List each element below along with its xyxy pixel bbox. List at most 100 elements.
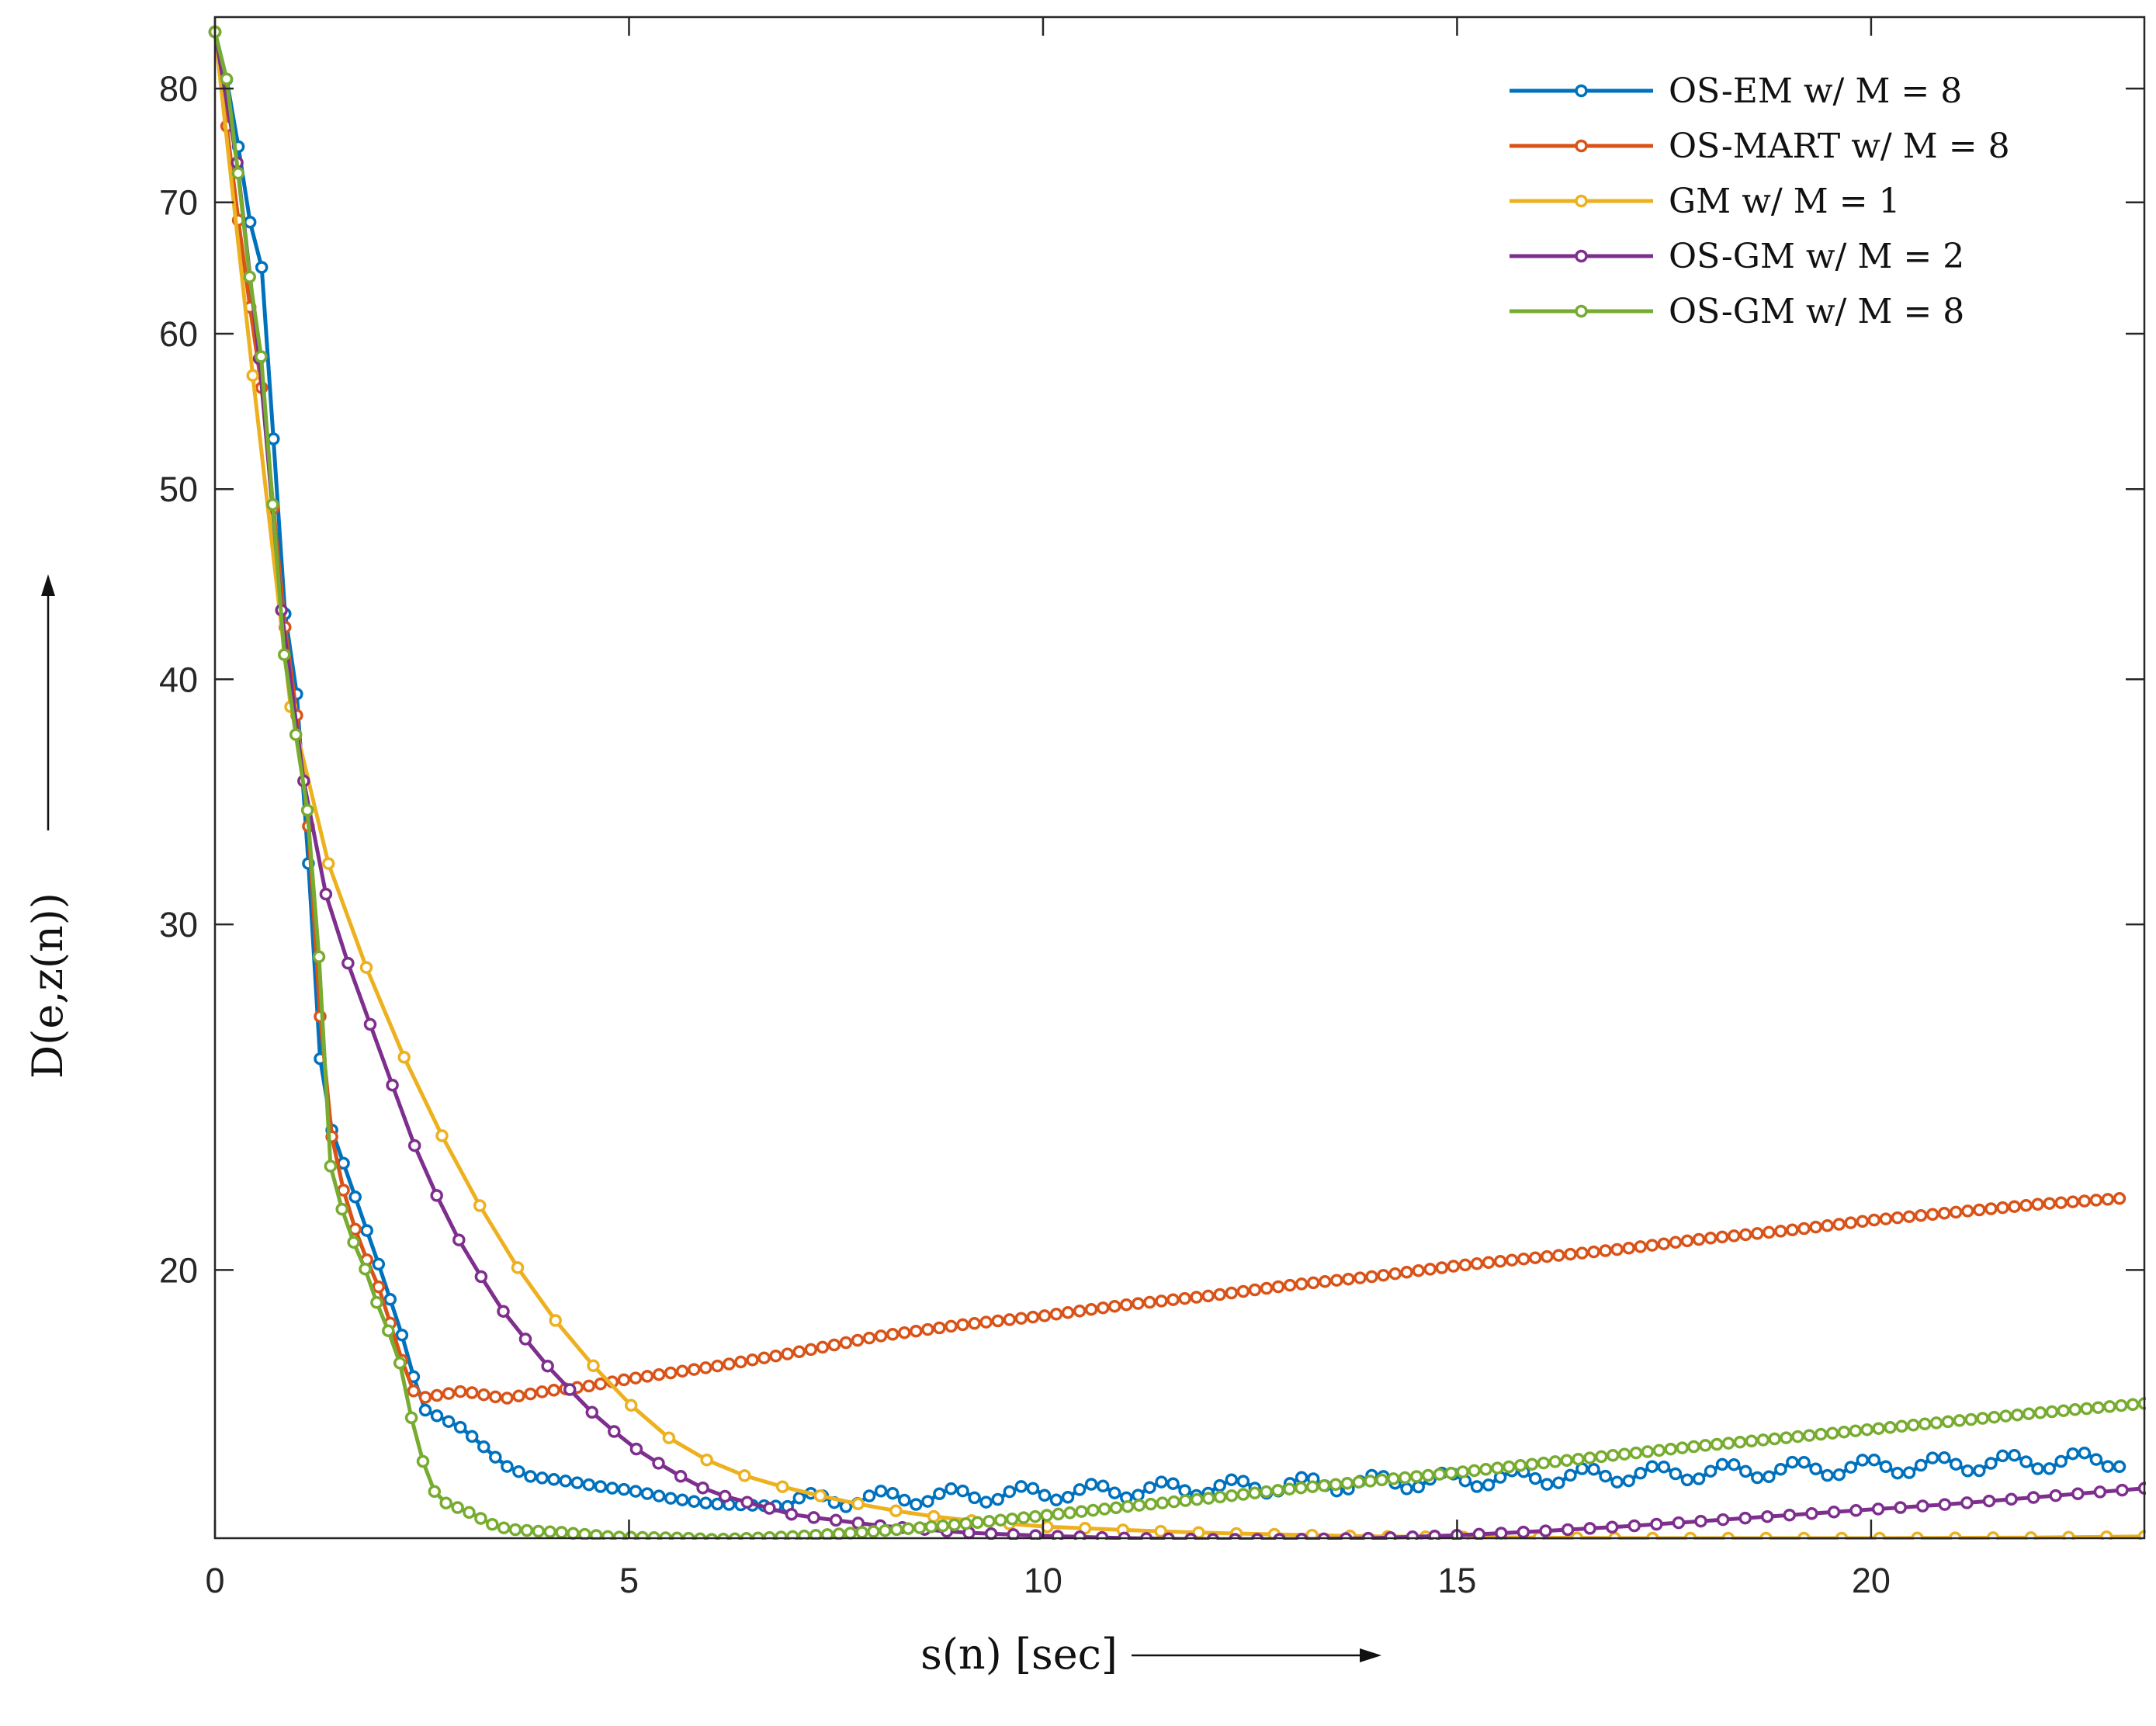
data-point — [1295, 1277, 1309, 1291]
data-point — [1513, 1459, 1527, 1472]
data-point — [956, 1484, 969, 1498]
data-point — [512, 1464, 525, 1478]
data-point — [359, 961, 373, 974]
data-point — [1832, 1218, 1846, 1231]
data-point — [348, 1191, 362, 1204]
data-point — [1144, 1497, 1158, 1511]
y-tick-label: 40 — [159, 660, 198, 699]
data-point — [807, 1511, 820, 1524]
data-point — [1493, 1255, 1507, 1268]
data-point — [1827, 1506, 1841, 1519]
data-point — [1516, 1252, 1530, 1266]
data-point — [1982, 1494, 1996, 1508]
data-point — [1680, 1473, 1694, 1487]
data-point — [1916, 1499, 1929, 1513]
data-point — [312, 950, 326, 964]
data-point — [337, 1184, 350, 1197]
data-point — [255, 350, 268, 363]
data-point — [1891, 1466, 1905, 1480]
data-point — [2031, 1462, 2044, 1475]
data-point — [359, 1262, 372, 1276]
data-point — [1872, 1422, 1885, 1435]
data-point — [2103, 1400, 2116, 1413]
data-point — [1412, 1264, 1425, 1277]
data-point — [1154, 1524, 1167, 1538]
data-point — [2114, 1398, 2128, 1412]
data-point — [1809, 1462, 1822, 1476]
data-point — [1435, 1261, 1449, 1274]
data-point — [700, 1453, 713, 1467]
data-point — [629, 1442, 643, 1456]
data-point — [1867, 1453, 1881, 1467]
data-point — [1026, 1310, 1040, 1324]
data-point — [319, 887, 333, 901]
legend-item: OS-GM w/ M = 8 — [1510, 292, 1964, 331]
data-point — [2116, 1483, 2129, 1497]
data-point — [664, 1366, 678, 1380]
data-point — [1225, 1489, 1239, 1502]
data-point — [1541, 1249, 1554, 1263]
data-point — [567, 1527, 580, 1540]
data-point — [1087, 1503, 1100, 1517]
data-point — [1996, 1201, 2009, 1215]
data-point — [652, 1489, 666, 1502]
data-point — [439, 1496, 452, 1509]
data-point — [536, 1471, 549, 1485]
data-point — [404, 1411, 418, 1425]
data-point — [1929, 1416, 1943, 1430]
x-tick-label: 0 — [205, 1561, 224, 1600]
data-point — [2031, 1197, 2044, 1211]
data-point — [956, 1318, 969, 1332]
data-point — [547, 1473, 560, 1486]
data-point — [1260, 1485, 1273, 1499]
data-point — [2054, 1454, 2068, 1468]
data-point — [983, 1515, 996, 1528]
data-point — [1627, 1519, 1641, 1533]
data-point — [321, 857, 335, 870]
data-point — [1444, 1466, 1458, 1480]
data-point — [1895, 1419, 1908, 1433]
data-point — [1143, 1295, 1156, 1309]
data-point — [797, 1529, 811, 1540]
data-point — [851, 1333, 865, 1347]
legend-item: OS-MART w/ M = 8 — [1510, 127, 2010, 166]
data-point — [1399, 1471, 1412, 1485]
data-point — [740, 1496, 754, 1509]
data-point — [1721, 1437, 1735, 1450]
data-point — [524, 1470, 537, 1483]
data-point — [474, 1512, 487, 1525]
data-point — [968, 1317, 981, 1330]
data-point — [1645, 1460, 1659, 1473]
data-point — [1676, 1441, 1689, 1454]
data-point — [844, 1527, 857, 1540]
data-point — [1564, 1468, 1577, 1482]
data-point — [1587, 1463, 1600, 1476]
data-point — [363, 1017, 377, 1031]
data-point — [1856, 1454, 1870, 1467]
data-point — [1038, 1309, 1052, 1322]
data-point — [1583, 1522, 1596, 1535]
data-point — [1727, 1457, 1741, 1471]
data-point — [465, 1430, 479, 1444]
data-point — [1470, 1480, 1484, 1493]
data-point — [1751, 1471, 1764, 1485]
data-point — [1949, 1205, 1963, 1219]
data-point — [231, 167, 245, 180]
data-point — [1201, 1289, 1215, 1303]
data-point — [372, 1280, 386, 1294]
data-point — [1248, 1283, 1262, 1297]
data-point — [300, 803, 314, 817]
data-point — [1763, 1225, 1776, 1239]
data-point — [1768, 1432, 1781, 1446]
data-point — [699, 1496, 712, 1509]
data-point — [874, 1329, 888, 1343]
data-point — [2066, 1195, 2080, 1208]
data-point — [1084, 1302, 1098, 1316]
data-point — [890, 1523, 903, 1537]
data-point — [578, 1527, 591, 1540]
data-point — [921, 1495, 934, 1508]
data-point — [1964, 1412, 1977, 1426]
data-point — [921, 1322, 934, 1336]
data-point — [559, 1475, 572, 1488]
